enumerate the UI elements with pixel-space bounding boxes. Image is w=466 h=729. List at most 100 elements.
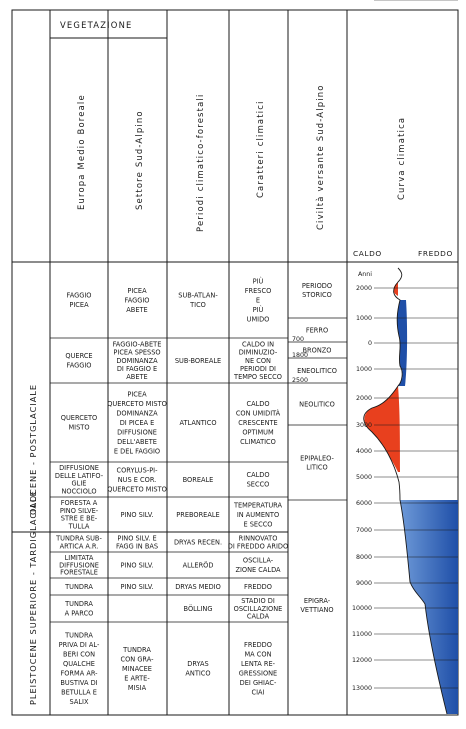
cell-climate-0-line: PIÙ [253,276,264,285]
year-label-4: 1000 [356,366,372,373]
cell-subalpine-7: PINO SILV. [121,583,154,591]
cell-subalpine-0-line: ABETE [126,306,147,314]
civ-5-line: LITICO [306,463,327,471]
cell-europe-3-line: GLIE [72,480,87,488]
year-label-2: 1000 [356,315,372,322]
cell-climate-2-line: CLIMATICO [240,438,276,446]
cell-subalpine-2-line: DELL'ABETE [117,438,157,446]
cell-europe-6-line: FORESTALE [60,569,98,577]
cell-europe-4-line: TULLA [68,522,90,530]
cell-period-5: DRYAS RECEN. [174,538,222,546]
curve-line [363,267,448,715]
cell-climate-8-line: STADIO DI [241,597,275,605]
cell-subalpine-9-line: CON GRA- [121,655,155,663]
header-civilization: Civiltà versante Sud-Alpino [315,84,325,230]
cell-climate-5-line: RINNOVATO [239,534,278,542]
cell-subalpine-4: PINO SILV. [121,511,154,519]
cell-subalpine-3-line: NUS E COR. [118,476,157,484]
header-subalpine: Settore Sud-Alpino [134,110,144,210]
year-label-16: 13000 [352,685,372,692]
cell-subalpine-6-line: PINO SILV. [121,561,154,569]
cell-subalpine-1-line: FAGGIO-ABETE [113,340,162,348]
cell-europe-9-line: BUSTIVA DI [60,679,97,687]
civ-1: FERRO [306,326,328,334]
cell-europe-0-line: PICEA [69,301,89,309]
cell-period-6-line: ALLERÖD [183,560,214,569]
cell-period-3-line: BOREALE [183,476,214,484]
cell-subalpine-9-line: MISIA [128,684,147,692]
cell-europe-2-line: QUERCETO [61,414,97,422]
cell-europe-9-line: FORMA AR- [60,670,98,678]
civ-year-0: 700 [292,336,304,343]
cell-europe-9-line: SALIX [70,698,89,706]
cell-period-0: SUB-ATLAN-TICO [178,292,218,310]
cell-period-3: BOREALE [183,476,214,484]
cell-period-0-line: SUB-ATLAN- [178,292,218,300]
cell-europe-3-line: DELLE LATIFO- [55,472,104,480]
cell-europe-5-line: TUNDRA SUB- [55,534,102,542]
year-label-10: 7000 [356,527,372,534]
label-warm: CALDO [353,249,382,258]
cell-europe-1-line: FAGGIO [67,362,92,370]
cell-period-4-line: PREBOREALE [176,511,219,519]
generated-text-layer: FAGGIOPICEAPICEAFAGGIOABETESUB-ATLAN-TIC… [55,0,458,706]
cell-subalpine-3: CORYLUS-PI- NUS E COR.QUERCETO MISTO [107,466,167,493]
cell-climate-4-line: E SECCO [243,520,272,528]
cell-subalpine-9-line: TUNDRA [122,646,151,654]
cell-subalpine-9-line: MINACEE [122,665,152,673]
cell-subalpine-6: PINO SILV. [121,561,154,569]
cell-climate-7: FREDDO [244,583,272,591]
cell-climate-5-line: DI FREDDO ARIDO [228,542,288,550]
civ-year-1: 1800 [292,352,308,359]
epoch-olocene: OLOCENE - POSTGLACIALE [28,384,38,515]
civ-2-line: BRONZO [303,346,332,354]
cell-climate-1-line: DIMINUZIO- [239,349,278,357]
warm-area [364,386,400,472]
year-label-0: Anni [358,271,372,278]
cell-climate-9-line: FREDDO [244,641,272,649]
cell-subalpine-5-line: PINO SILV. E [117,534,156,542]
cell-subalpine-2-line: QUERCETO MISTO [107,400,167,408]
civ-2: BRONZO [303,346,332,354]
cell-climate-6: OSCILLA-ZIONE CALDA [235,557,281,575]
cell-subalpine-2-line: DOMINANZA [116,409,158,417]
cell-subalpine-2-line: E DEL FAGGIO [114,447,160,455]
cell-period-2: ATLANTICO [179,419,216,427]
cell-europe-8-line: A PARCO [65,610,94,618]
cell-period-9: DRYAS ANTICO [185,660,210,678]
table-frame [11,9,459,716]
civ-5: EPIPALEO-LITICO [300,454,334,471]
civ-0-line: STORICO [302,291,332,299]
cell-period-7-line: DRYAS MEDIO [175,583,221,591]
cell-europe-9-line: BETULLA E [61,689,97,697]
year-label-12: 9000 [356,580,372,587]
civ-6: EPIGRA-VETTIANO [300,597,333,614]
year-label-9: 6000 [356,500,372,507]
cell-climate-9-line: MA CON [244,651,271,659]
cell-period-6: ALLERÖD [183,560,214,569]
year-label-5: 2000 [356,395,372,402]
label-cold: FREDDO [418,249,453,258]
cell-subalpine-0-line: PICEA [127,287,147,295]
cell-climate-9-line: GRESSIONE [239,670,277,678]
cell-europe-1-line: QUERCE [65,352,92,360]
cell-climate-2-line: CALDO [246,400,269,408]
cell-europe-1: QUERCE FAGGIO [65,352,92,370]
cell-europe-7-line: TUNDRA [64,583,93,591]
cell-europe-9-line: PRIVA DI AL- [59,641,100,649]
civ-3-line: ENEOLITICO [297,367,337,375]
civ-3: ENEOLITICO [297,367,337,375]
year-label-8: 5000 [356,474,372,481]
civ-0-line: PERIODO [302,282,332,290]
year-label-11: 8000 [356,554,372,561]
civ-6-line: VETTIANO [300,606,333,614]
epoch-pleistocene: PLEISTOCENE SUPERIORE - TARDIGLACIALE [28,490,38,705]
cell-europe-5: TUNDRA SUB-ARTICA A.R. [55,534,102,550]
